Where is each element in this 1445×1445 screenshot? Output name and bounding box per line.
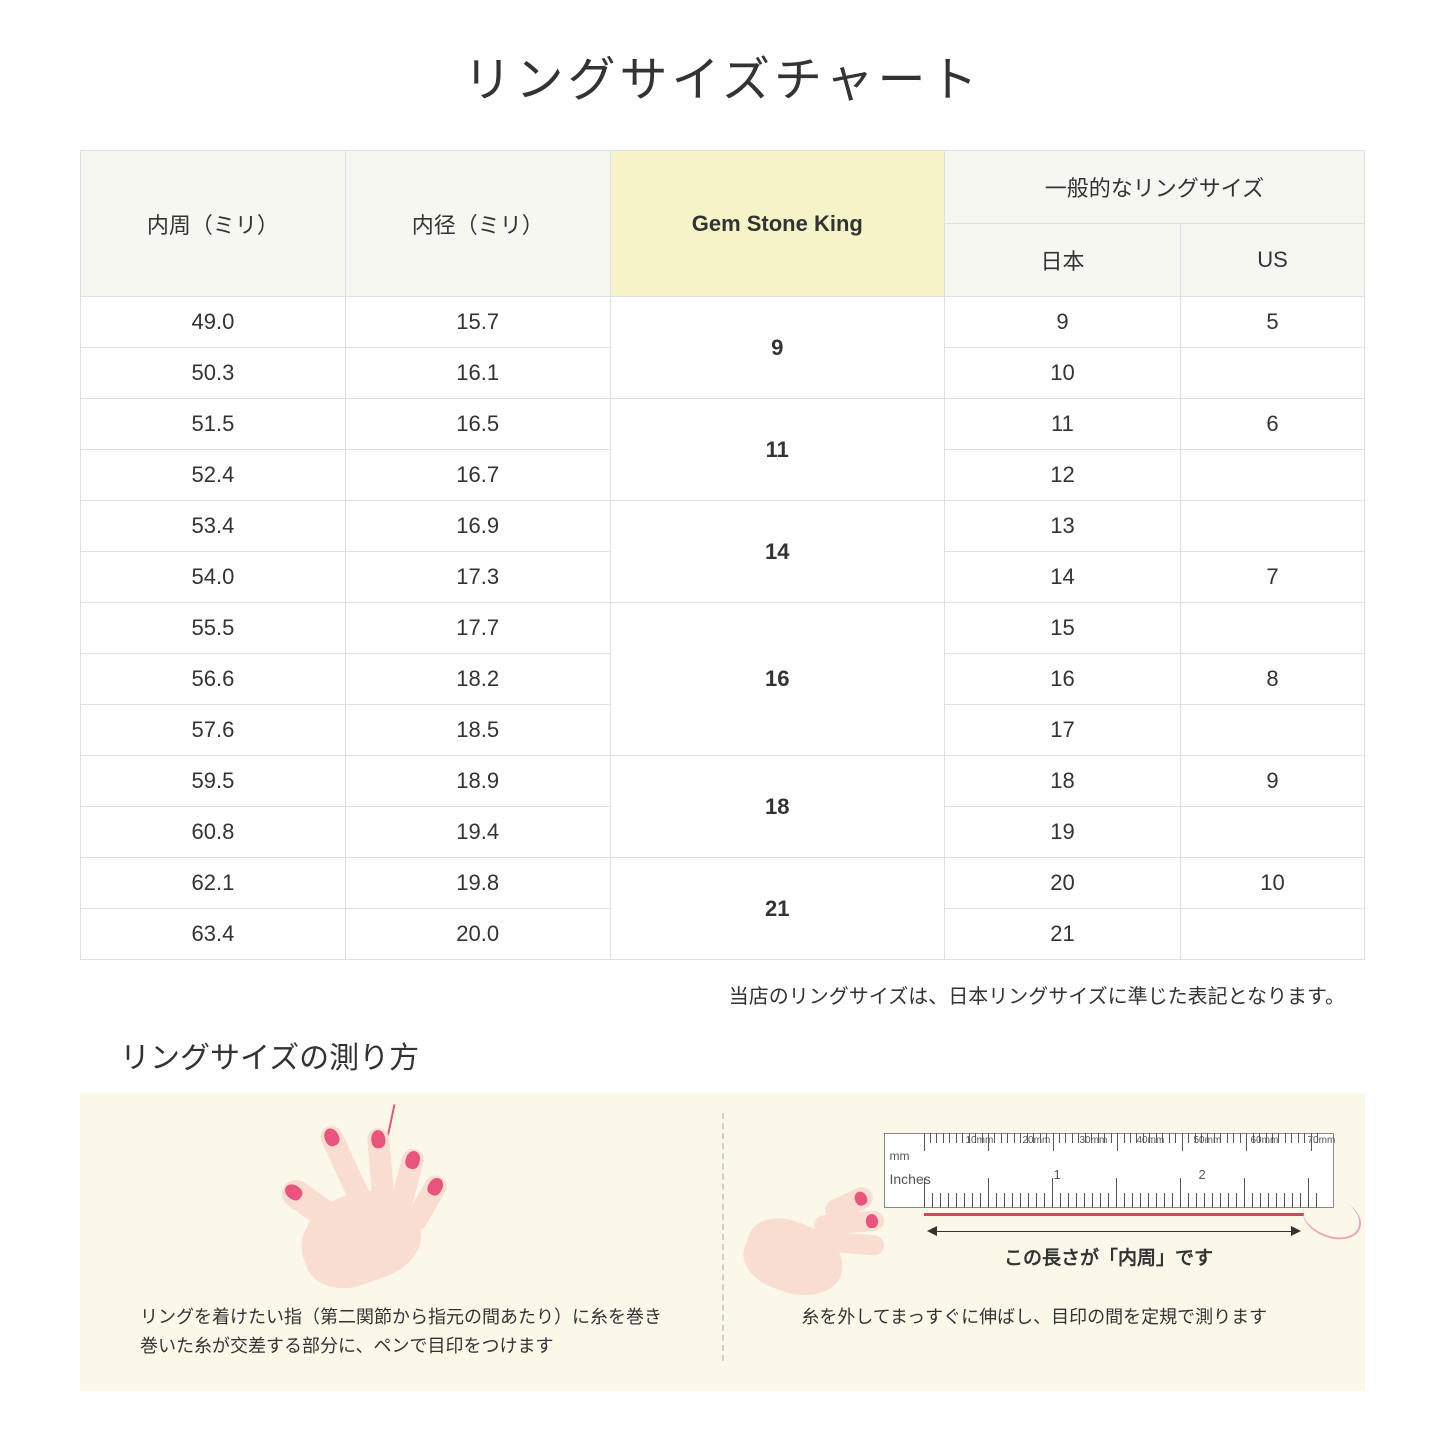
ruler-inch-mark: 1 bbox=[1054, 1167, 1061, 1182]
cell-us bbox=[1180, 501, 1364, 552]
cell-japan: 11 bbox=[944, 399, 1180, 450]
cell-japan: 20 bbox=[944, 858, 1180, 909]
cell-diameter: 18.2 bbox=[345, 654, 610, 705]
cell-us bbox=[1180, 909, 1364, 960]
cell-diameter: 18.9 bbox=[345, 756, 610, 807]
cell-us: 5 bbox=[1180, 297, 1364, 348]
instruction-right-text: 糸を外してまっすぐに伸ばし、目印の間を定規で測ります bbox=[744, 1303, 1326, 1332]
cell-gsk: 9 bbox=[610, 297, 944, 399]
cell-japan: 15 bbox=[944, 603, 1180, 654]
cell-circumference: 53.4 bbox=[81, 501, 346, 552]
ruler-mm-mark: 60mm bbox=[1251, 1135, 1279, 1146]
measurement-label: この長さが「内周」です bbox=[924, 1243, 1294, 1270]
cell-circumference: 56.6 bbox=[81, 654, 346, 705]
thread-icon bbox=[924, 1213, 1304, 1216]
cell-diameter: 20.0 bbox=[345, 909, 610, 960]
cell-japan: 9 bbox=[944, 297, 1180, 348]
cell-gsk: 11 bbox=[610, 399, 944, 501]
cell-circumference: 59.5 bbox=[81, 756, 346, 807]
measurement-arrow bbox=[929, 1231, 1299, 1232]
table-row: 49.015.7995 bbox=[81, 297, 1365, 348]
page-title: リングサイズチャート bbox=[80, 40, 1365, 110]
cell-diameter: 19.4 bbox=[345, 807, 610, 858]
cell-gsk: 21 bbox=[610, 858, 944, 960]
cell-japan: 16 bbox=[944, 654, 1180, 705]
table-row: 53.416.91413 bbox=[81, 501, 1365, 552]
cell-us bbox=[1180, 348, 1364, 399]
ruler-mm-mark: 40mm bbox=[1137, 1135, 1165, 1146]
ruler-mm-mark: 10mm bbox=[966, 1135, 994, 1146]
instruction-right: mm Inches 10mm20mm30mm40mm50mm60mm70mm 1… bbox=[744, 1113, 1326, 1361]
cell-us bbox=[1180, 705, 1364, 756]
table-row: 59.518.918189 bbox=[81, 756, 1365, 807]
cell-japan: 14 bbox=[944, 552, 1180, 603]
cell-diameter: 16.9 bbox=[345, 501, 610, 552]
cell-diameter: 15.7 bbox=[345, 297, 610, 348]
ruler-mm-label: mm bbox=[890, 1149, 910, 1163]
ruler-inch-mark: 2 bbox=[1199, 1167, 1206, 1182]
table-row: 62.119.8212010 bbox=[81, 858, 1365, 909]
hand-illustration-1 bbox=[240, 1113, 480, 1293]
cell-japan: 21 bbox=[944, 909, 1180, 960]
cell-circumference: 50.3 bbox=[81, 348, 346, 399]
cell-japan: 17 bbox=[944, 705, 1180, 756]
instruction-left-text: リングを着けたい指（第二関節から指元の間あたり）に糸を巻き 巻いた糸が交差する部… bbox=[120, 1303, 702, 1361]
cell-diameter: 17.7 bbox=[345, 603, 610, 654]
cell-circumference: 60.8 bbox=[81, 807, 346, 858]
cell-us bbox=[1180, 807, 1364, 858]
table-row: 51.516.511116 bbox=[81, 399, 1365, 450]
cell-circumference: 52.4 bbox=[81, 450, 346, 501]
header-circumference: 内周（ミリ） bbox=[81, 151, 346, 297]
header-japan: 日本 bbox=[944, 224, 1180, 297]
cell-circumference: 54.0 bbox=[81, 552, 346, 603]
cell-us: 10 bbox=[1180, 858, 1364, 909]
cell-japan: 19 bbox=[944, 807, 1180, 858]
cell-us: 7 bbox=[1180, 552, 1364, 603]
instructions-title: リングサイズの測り方 bbox=[80, 1033, 1365, 1077]
cell-us: 9 bbox=[1180, 756, 1364, 807]
header-general-group: 一般的なリングサイズ bbox=[944, 151, 1364, 224]
header-diameter: 内径（ミリ） bbox=[345, 151, 610, 297]
cell-diameter: 17.3 bbox=[345, 552, 610, 603]
cell-japan: 13 bbox=[944, 501, 1180, 552]
cell-us bbox=[1180, 603, 1364, 654]
cell-us: 6 bbox=[1180, 399, 1364, 450]
ring-size-table: 内周（ミリ） 内径（ミリ） Gem Stone King 一般的なリングサイズ … bbox=[80, 150, 1365, 960]
cell-circumference: 62.1 bbox=[81, 858, 346, 909]
cell-gsk: 18 bbox=[610, 756, 944, 858]
cell-us bbox=[1180, 450, 1364, 501]
ruler-mm-mark: 20mm bbox=[1023, 1135, 1051, 1146]
table-row: 55.517.71615 bbox=[81, 603, 1365, 654]
ruler-mm-mark: 50mm bbox=[1194, 1135, 1222, 1146]
cell-diameter: 16.7 bbox=[345, 450, 610, 501]
cell-diameter: 16.5 bbox=[345, 399, 610, 450]
cell-circumference: 55.5 bbox=[81, 603, 346, 654]
table-note: 当店のリングサイズは、日本リングサイズに準じた表記となります。 bbox=[80, 980, 1365, 1009]
cell-us: 8 bbox=[1180, 654, 1364, 705]
ruler-mm-mark: 70mm bbox=[1308, 1135, 1336, 1146]
header-gsk: Gem Stone King bbox=[610, 151, 944, 297]
cell-circumference: 57.6 bbox=[81, 705, 346, 756]
cell-diameter: 16.1 bbox=[345, 348, 610, 399]
cell-gsk: 14 bbox=[610, 501, 944, 603]
instruction-left: リングを着けたい指（第二関節から指元の間あたり）に糸を巻き 巻いた糸が交差する部… bbox=[120, 1113, 702, 1361]
cell-japan: 18 bbox=[944, 756, 1180, 807]
cell-circumference: 51.5 bbox=[81, 399, 346, 450]
cell-diameter: 19.8 bbox=[345, 858, 610, 909]
header-us: US bbox=[1180, 224, 1364, 297]
cell-gsk: 16 bbox=[610, 603, 944, 756]
cell-circumference: 49.0 bbox=[81, 297, 346, 348]
cell-japan: 12 bbox=[944, 450, 1180, 501]
cell-circumference: 63.4 bbox=[81, 909, 346, 960]
cell-japan: 10 bbox=[944, 348, 1180, 399]
instructions-panel: リングを着けたい指（第二関節から指元の間あたり）に糸を巻き 巻いた糸が交差する部… bbox=[80, 1093, 1365, 1391]
ruler-mm-mark: 30mm bbox=[1080, 1135, 1108, 1146]
cell-diameter: 18.5 bbox=[345, 705, 610, 756]
